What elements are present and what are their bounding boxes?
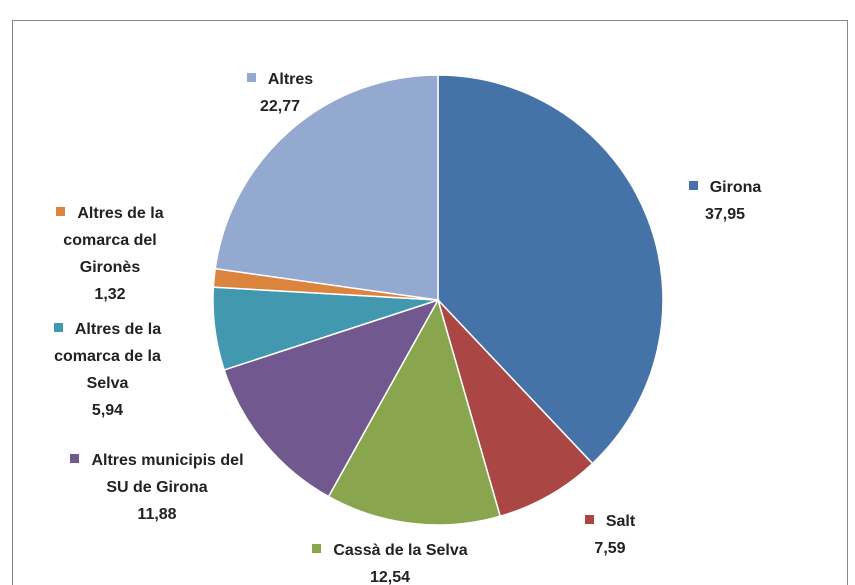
value-label: 5,94 <box>91 402 124 419</box>
category-label: Altres de la comarca del Gironès <box>63 205 164 276</box>
legend-swatch <box>246 73 256 82</box>
category-label: Altres municipis del SU de Girona <box>91 452 244 496</box>
chart-frame <box>12 20 848 585</box>
legend-swatch <box>56 207 66 216</box>
data-label: Girona 37,95 <box>660 174 790 228</box>
pie-slice <box>327 298 502 526</box>
legend-swatch <box>688 181 698 190</box>
value-label: 1,32 <box>94 286 126 303</box>
pie-slice <box>223 298 440 498</box>
data-label: Altres de la comarca de la Selva 5,94 <box>40 316 175 424</box>
legend-swatch <box>312 544 322 553</box>
data-label: Salt 7,59 <box>565 508 655 562</box>
data-label: Altres de la comarca del Gironès 1,32 <box>40 200 180 308</box>
value-label: 11,88 <box>137 506 177 523</box>
value-label: 7,59 <box>594 540 626 557</box>
legend-swatch <box>70 454 80 463</box>
value-label: 22,77 <box>259 98 301 115</box>
value-label: 37,95 <box>704 206 746 223</box>
value-label: 12,54 <box>369 569 411 585</box>
category-label: Altres <box>267 71 314 88</box>
category-label: Cassà de la Selva <box>333 542 468 559</box>
category-label: Salt <box>605 513 636 530</box>
pie-slice <box>214 74 439 301</box>
category-label: Girona <box>709 179 762 196</box>
legend-swatch <box>584 515 594 524</box>
data-label: Altres 22,77 <box>225 66 335 120</box>
category-label: Altres de la comarca de la Selva <box>54 321 162 392</box>
data-label: Cassà de la Selva 12,54 <box>285 537 495 585</box>
legend-swatch <box>53 323 63 332</box>
data-label: Altres municipis del SU de Girona 11,88 <box>62 447 252 528</box>
pie-slice <box>437 299 594 518</box>
pie-slice <box>437 74 664 465</box>
